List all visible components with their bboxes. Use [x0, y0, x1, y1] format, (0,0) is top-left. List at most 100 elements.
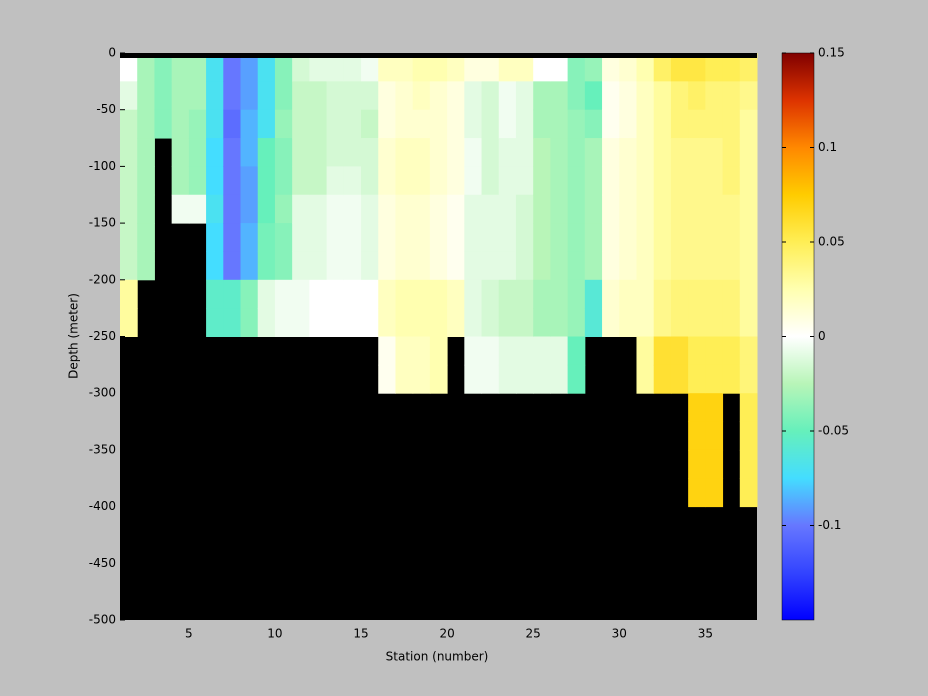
heatmap-cell [619, 166, 637, 196]
heatmap-cell [670, 279, 689, 309]
heatmap-cell [688, 336, 706, 366]
heatmap-cell [584, 194, 603, 224]
heatmap-cell [739, 279, 758, 309]
heatmap-cell [498, 336, 517, 366]
heatmap-cell [688, 393, 706, 423]
y-tick-label: -150 [89, 216, 116, 230]
y-tick-label: -200 [89, 272, 116, 286]
heatmap-cell [550, 138, 569, 167]
heatmap-cell [584, 166, 603, 196]
heatmap-cell [739, 421, 758, 451]
heatmap-cell [447, 81, 465, 111]
heatmap-cell [429, 308, 448, 337]
heatmap-cell [378, 53, 396, 82]
heatmap-cell [688, 421, 706, 451]
heatmap-cell [739, 449, 758, 479]
heatmap-cell [739, 364, 758, 394]
heatmap-cell [309, 223, 328, 252]
heatmap-cell [688, 364, 706, 394]
heatmap-cell [567, 166, 586, 196]
heatmap-cell [240, 308, 259, 337]
heatmap-cell [120, 53, 138, 82]
heatmap-cell [120, 223, 138, 252]
heatmap-cell [636, 81, 655, 111]
heatmap-cell [120, 81, 138, 111]
heatmap-cell [498, 138, 517, 167]
heatmap-cell [602, 194, 620, 224]
x-tick-label: 10 [267, 627, 282, 641]
heatmap-cell [705, 279, 724, 309]
heatmap-cell [154, 81, 173, 111]
heatmap-cell [515, 166, 534, 196]
colorbar-tick-label: 0.15 [818, 46, 845, 60]
heatmap-cell [378, 308, 396, 337]
heatmap-cell [447, 166, 465, 196]
heatmap-cell [206, 81, 224, 111]
x-tick-label: 15 [353, 627, 368, 641]
heatmap-cell [722, 251, 741, 281]
heatmap-cell [688, 194, 706, 224]
heatmap-cell [326, 194, 345, 224]
heatmap-cell [550, 308, 569, 337]
heatmap-cell [464, 251, 483, 281]
heatmap-cell [257, 308, 276, 337]
heatmap-cell [584, 81, 603, 111]
heatmap-cell [739, 308, 758, 337]
heatmap-cell [137, 251, 155, 281]
heatmap-cell [722, 194, 741, 224]
heatmap-cell [240, 166, 259, 196]
heatmap-cell [722, 53, 741, 82]
heatmap-cell [464, 194, 483, 224]
heatmap-cell [464, 138, 483, 167]
heatmap-cell [636, 251, 655, 281]
heatmap-cell [498, 109, 517, 139]
heatmap-cell [378, 223, 396, 252]
heatmap-cell [619, 53, 637, 82]
colorbar-tick-label: -0.05 [818, 424, 849, 438]
y-tick-label: -350 [89, 442, 116, 456]
heatmap-cell [206, 308, 224, 337]
heatmap-cell [670, 166, 689, 196]
heatmap-cell [705, 393, 724, 423]
heatmap-cell [550, 194, 569, 224]
heatmap-cell [722, 138, 741, 167]
heatmap-cell [533, 166, 551, 196]
heatmap-cell [533, 251, 551, 281]
heatmap-cell [257, 223, 276, 252]
heatmap-cell [670, 223, 689, 252]
heatmap-cell [705, 109, 724, 139]
heatmap-cell [602, 279, 620, 309]
heatmap-cell [429, 81, 448, 111]
heatmap-cell [154, 53, 173, 82]
heatmap-cell [739, 251, 758, 281]
heatmap-cell [688, 251, 706, 281]
heatmap-cell [705, 449, 724, 479]
heatmap-cell [567, 109, 586, 139]
heatmap-cell [240, 109, 259, 139]
heatmap-cell [722, 166, 741, 196]
heatmap-cell [515, 336, 534, 366]
heatmap-cell [206, 53, 224, 82]
heatmap-cell [137, 81, 155, 111]
heatmap-cell [602, 308, 620, 337]
heatmap-cell [206, 251, 224, 281]
heatmap-cell [120, 251, 138, 281]
heatmap-cell [326, 138, 345, 167]
heatmap-cell [361, 53, 379, 82]
heatmap-cell [223, 279, 242, 309]
heatmap-cell [464, 336, 483, 366]
heatmap-cell [498, 53, 517, 82]
heatmap-cell [515, 81, 534, 111]
x-tick-label: 20 [439, 627, 454, 641]
heatmap-cell [670, 194, 689, 224]
heatmap-cell [206, 109, 224, 139]
heatmap-cell [274, 138, 293, 167]
heatmap-cell [550, 53, 569, 82]
heatmap-cell [412, 251, 431, 281]
heatmap-cell [137, 138, 155, 167]
heatmap-cell [722, 336, 741, 366]
heatmap-cell [257, 194, 276, 224]
heatmap-cell [274, 279, 293, 309]
heatmap-cell [688, 81, 706, 111]
